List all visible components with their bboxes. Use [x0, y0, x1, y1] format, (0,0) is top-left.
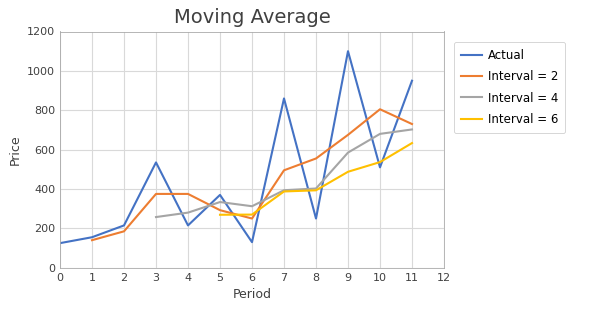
Interval = 2 [344, 133, 352, 137]
Actual [248, 240, 256, 244]
Actual [184, 224, 191, 227]
Interval = 2 [313, 157, 320, 160]
Interval = 2 [248, 217, 256, 220]
Actual [344, 49, 352, 53]
Interval = 4 [313, 186, 320, 190]
Actual [88, 235, 95, 239]
Interval = 4 [376, 132, 383, 136]
Interval = 4 [409, 128, 416, 131]
Actual [56, 241, 64, 245]
Interval = 2 [280, 169, 287, 172]
Actual [280, 96, 287, 100]
Interval = 2 [409, 122, 416, 126]
Line: Actual: Actual [60, 51, 412, 243]
X-axis label: Period: Period [233, 288, 271, 301]
Actual [152, 161, 160, 164]
Interval = 6 [280, 190, 287, 193]
Actual [121, 224, 128, 227]
Interval = 2 [184, 192, 191, 196]
Actual [376, 165, 383, 169]
Interval = 6 [409, 141, 416, 145]
Interval = 6 [376, 160, 383, 164]
Interval = 4 [152, 215, 160, 219]
Interval = 4 [184, 211, 191, 215]
Actual [313, 217, 320, 220]
Legend: Actual, Interval = 2, Interval = 4, Interval = 6: Actual, Interval = 2, Interval = 4, Inte… [454, 42, 565, 133]
Title: Moving Average: Moving Average [173, 8, 331, 27]
Interval = 2 [152, 192, 160, 196]
Actual [409, 79, 416, 83]
Interval = 6 [217, 213, 224, 217]
Line: Interval = 2: Interval = 2 [92, 109, 412, 240]
Interval = 2 [121, 229, 128, 233]
Y-axis label: Price: Price [8, 134, 22, 165]
Interval = 2 [88, 238, 95, 242]
Interval = 4 [280, 188, 287, 192]
Line: Interval = 6: Interval = 6 [220, 143, 412, 215]
Interval = 2 [217, 208, 224, 212]
Interval = 4 [248, 204, 256, 208]
Interval = 6 [344, 170, 352, 174]
Interval = 6 [313, 188, 320, 192]
Interval = 4 [344, 151, 352, 154]
Line: Interval = 4: Interval = 4 [156, 129, 412, 217]
Interval = 6 [248, 213, 256, 216]
Actual [217, 193, 224, 197]
Interval = 2 [376, 107, 383, 111]
Interval = 4 [217, 200, 224, 204]
